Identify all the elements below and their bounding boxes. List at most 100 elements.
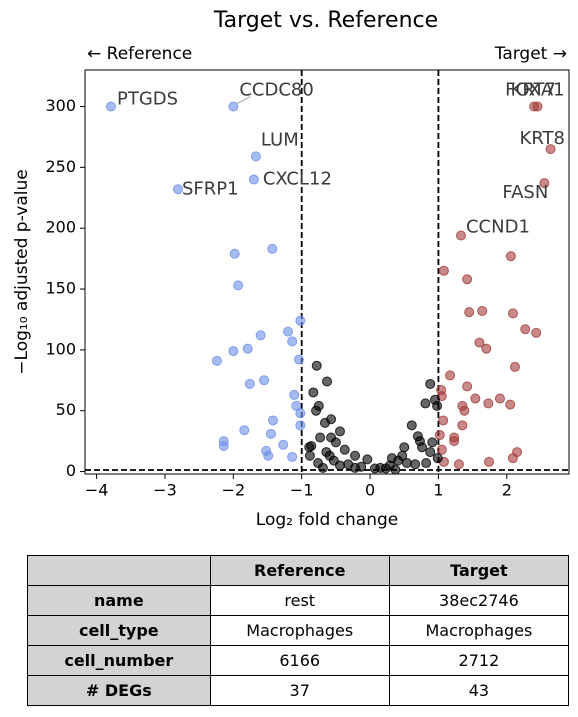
point <box>380 463 391 474</box>
point <box>421 458 432 469</box>
point <box>507 453 518 464</box>
point <box>539 178 550 189</box>
point <box>477 305 488 316</box>
info-table: Reference Target name rest 38ec2746 cell_ty… <box>27 555 570 706</box>
point <box>334 426 345 437</box>
point <box>449 436 460 447</box>
row-header: cell_type <box>27 615 211 646</box>
point <box>172 184 183 195</box>
point <box>459 405 470 416</box>
table-cell: 37 <box>209 675 390 706</box>
point <box>462 274 473 285</box>
header-cell: Reference <box>209 555 390 586</box>
point <box>311 405 322 416</box>
point <box>311 360 322 371</box>
point <box>287 336 298 347</box>
point <box>438 415 449 426</box>
table-cell: Macrophages <box>388 615 570 646</box>
point <box>399 442 410 453</box>
table-row: cell_number 6166 2712 <box>27 645 570 676</box>
right-label: Target → <box>494 44 567 64</box>
gene-label: SFRP1 <box>182 178 239 199</box>
point <box>259 375 270 386</box>
point <box>267 243 278 254</box>
point <box>304 450 315 461</box>
point <box>470 393 481 404</box>
leader-line <box>237 96 251 104</box>
header-row: Reference Target <box>27 555 570 586</box>
chart-title: Target vs. Reference <box>213 8 438 33</box>
header-cell: Target <box>388 555 570 586</box>
point <box>462 381 473 392</box>
point <box>438 265 449 276</box>
point <box>211 355 222 366</box>
point <box>532 101 543 112</box>
point <box>484 456 495 467</box>
table-cell: rest <box>209 585 390 616</box>
table-row: name rest 38ec2746 <box>27 585 570 616</box>
point <box>295 315 306 326</box>
y-tick-label: 50 <box>56 400 76 419</box>
point <box>239 425 250 436</box>
point <box>474 337 485 348</box>
point <box>457 420 468 431</box>
point <box>455 230 466 241</box>
point <box>386 453 397 464</box>
point <box>248 174 259 185</box>
left-label: ← Reference <box>87 44 192 64</box>
point <box>401 458 412 469</box>
point <box>287 451 298 462</box>
point <box>420 398 431 409</box>
point <box>425 447 436 458</box>
point <box>267 415 278 426</box>
point <box>315 432 326 443</box>
point <box>295 408 306 419</box>
gene-label: FASN <box>502 182 548 203</box>
table-cell: 38ec2746 <box>388 585 570 616</box>
header-cell <box>27 555 211 586</box>
point <box>427 437 438 448</box>
table-row: cell_type Macrophages Macrophages <box>27 615 570 646</box>
gene-label: FOXA1 <box>505 80 564 101</box>
gene-label: KRT8 <box>520 128 565 149</box>
point <box>304 442 315 453</box>
gene-label: CCND1 <box>466 216 530 237</box>
table-cell: Macrophages <box>209 615 390 646</box>
point <box>483 398 494 409</box>
x-tick-label: −2 <box>222 481 246 500</box>
point <box>334 460 345 471</box>
point <box>295 420 306 431</box>
point <box>289 389 300 400</box>
point <box>507 308 518 319</box>
point <box>505 251 516 262</box>
row-header: name <box>27 585 211 616</box>
point <box>263 450 274 461</box>
x-tick-label: −1 <box>290 481 314 500</box>
point <box>520 324 531 335</box>
table-row: # DEGs 37 43 <box>27 675 570 706</box>
y-tick-label: 300 <box>45 96 76 115</box>
row-header: # DEGs <box>27 675 211 706</box>
point <box>283 326 294 337</box>
point <box>531 327 542 338</box>
point <box>322 376 332 387</box>
y-axis-label: −Log₁₀ adjusted p-value <box>12 169 32 374</box>
x-tick-label: −4 <box>85 481 109 500</box>
point <box>278 439 289 450</box>
x-tick-label: 1 <box>433 481 443 500</box>
point <box>242 343 253 354</box>
y-tick-label: 0 <box>66 461 76 480</box>
table-cell: 2712 <box>388 645 570 676</box>
y-tick-label: 250 <box>45 157 76 176</box>
point <box>255 330 266 341</box>
point <box>445 370 456 381</box>
point <box>417 442 428 453</box>
point <box>317 462 328 473</box>
point <box>545 144 556 155</box>
gene-label: LUM <box>261 129 299 150</box>
gene-label: PTGDS <box>117 89 178 110</box>
plot-frame <box>84 69 570 475</box>
y-tick-label: 100 <box>45 339 76 358</box>
point <box>228 346 239 357</box>
x-tick-label: 0 <box>365 481 375 500</box>
